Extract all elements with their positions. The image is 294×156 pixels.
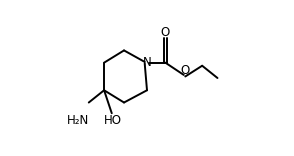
Text: H₂N: H₂N (67, 114, 89, 127)
Text: HO: HO (104, 114, 122, 127)
Text: N: N (143, 56, 151, 69)
Text: O: O (181, 64, 190, 77)
Text: O: O (161, 26, 170, 39)
